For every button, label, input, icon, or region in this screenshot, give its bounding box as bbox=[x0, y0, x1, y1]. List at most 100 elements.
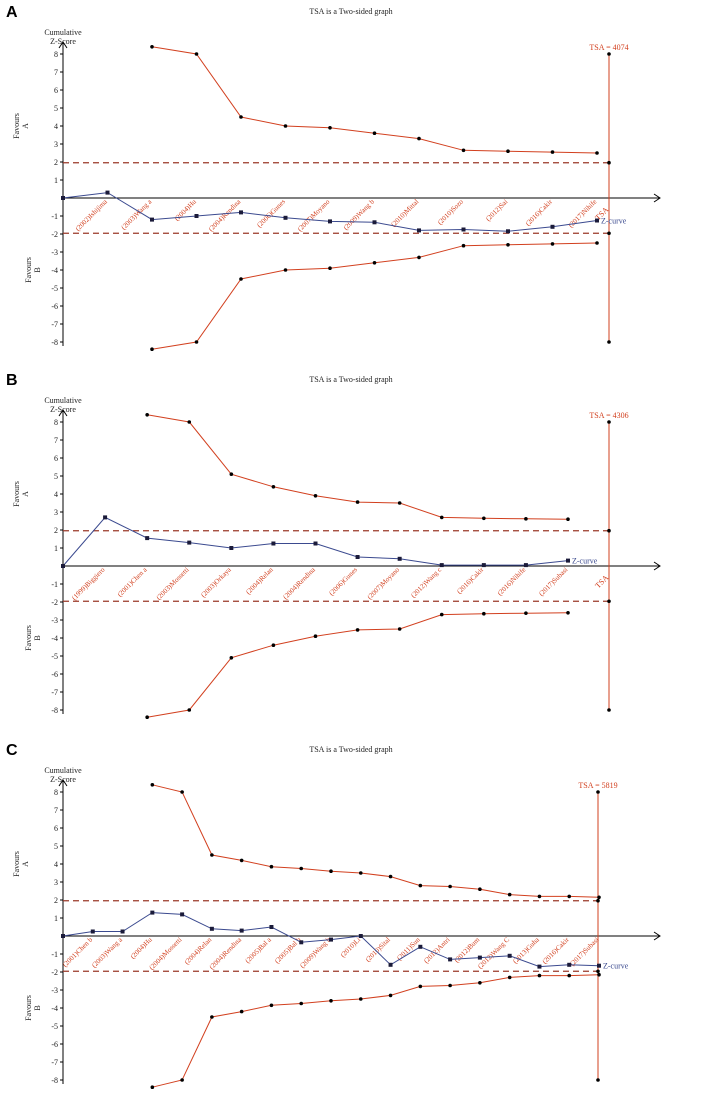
panel-a-y-tick-label: 1 bbox=[54, 176, 58, 185]
panel-c-z-curve-point bbox=[477, 955, 482, 960]
panel-a-y-tick-label: 2 bbox=[54, 158, 58, 167]
panel-b-z-curve-point bbox=[145, 536, 150, 541]
panel-c-z-curve-label: Z-curve bbox=[603, 962, 629, 971]
panel-b-z-curve-point bbox=[103, 515, 108, 520]
panel-a-study-label: (2010)Mittal bbox=[389, 198, 420, 229]
panel-a-favours-a-label-1: Favours bbox=[12, 113, 21, 139]
panel-b-z-curve-point bbox=[187, 540, 192, 545]
panel-a-z-curve-point bbox=[239, 210, 243, 215]
panel-c-lower-monitoring-boundary-line bbox=[152, 974, 600, 1088]
panel-b-y-tick-label: 1 bbox=[54, 544, 58, 553]
panel-b-lower-monitoring-boundary-point bbox=[271, 643, 276, 647]
panel-c-favours-b-label-2: B bbox=[33, 1005, 42, 1010]
panel-b-title: TSA is a Two-sided graph bbox=[309, 375, 392, 384]
panel-b-lower-monitoring-boundary-point bbox=[187, 708, 192, 712]
panel-c-tsa-marker bbox=[596, 1078, 600, 1082]
panel-a-y-tick-label: -7 bbox=[51, 320, 58, 329]
panel-c-tsa-label: TSA = 5819 bbox=[578, 781, 617, 790]
panel-c-upper-monitoring-boundary-point bbox=[150, 783, 155, 787]
panel-b-z-curve-point bbox=[271, 541, 276, 546]
panel-b-upper-monitoring-boundary-point bbox=[439, 515, 444, 520]
panel-a-y-tick-label: 5 bbox=[54, 104, 58, 113]
panel-b-y-tick-label: -6 bbox=[51, 670, 58, 679]
panel-a-upper-monitoring-boundary-point bbox=[328, 126, 332, 130]
panel-b-favours-b-label-1: Favours bbox=[24, 625, 33, 651]
panel-c-tsa-marker bbox=[596, 790, 600, 794]
panel-b-lower-monitoring-boundary-point bbox=[524, 611, 528, 615]
panel-b-z-curve-label: Z-curve bbox=[572, 557, 598, 566]
panel-a-upper-monitoring-boundary-point bbox=[150, 45, 154, 49]
panel-c-z-curve-point bbox=[567, 962, 572, 967]
panel-b-tsa-marker bbox=[607, 420, 611, 424]
panel-c-z-curve-point bbox=[299, 940, 304, 945]
panel-c-upper-monitoring-boundary-point bbox=[180, 790, 184, 794]
panel-b-upper-monitoring-boundary-point bbox=[524, 517, 528, 521]
panel-c-upper-monitoring-boundary-point bbox=[358, 871, 363, 875]
panel-a-z-curve-point bbox=[595, 218, 599, 223]
panel-c-upper-monitoring-boundary-point bbox=[478, 887, 482, 891]
panel-a-lower-monitoring-boundary-point bbox=[239, 277, 243, 281]
panel-a-lower-monitoring-boundary-point bbox=[328, 266, 332, 271]
panel-a-z-curve-point bbox=[61, 196, 65, 200]
panel-a-study-label: (2010)Sozo bbox=[436, 197, 465, 226]
panel-a-z-curve-point bbox=[150, 217, 154, 222]
panel-b-favours-a-label-1: Favours bbox=[12, 481, 21, 507]
panel-c-upper-monitoring-boundary-point bbox=[210, 853, 214, 857]
panel-c-y-tick-label: 2 bbox=[54, 896, 58, 905]
panel-c-study-label: (2005)Bal a bbox=[244, 935, 274, 965]
panel-c-z-curve-point bbox=[448, 957, 453, 962]
panel-b-study-label: (2012)Wang c bbox=[409, 566, 443, 600]
panel-c-y-tick-label: 3 bbox=[54, 878, 58, 887]
panel-b-z-curve-point bbox=[61, 564, 65, 568]
panel-c-z-curve-point bbox=[537, 964, 542, 969]
panel-b-upper-monitoring-boundary-point bbox=[187, 420, 192, 424]
panel-b-y-tick-label: 6 bbox=[54, 454, 58, 463]
panel-c-z-curve-point bbox=[120, 929, 125, 934]
panel-c-z-curve-point bbox=[150, 910, 155, 915]
panel-c-y-tick-label: -7 bbox=[51, 1058, 58, 1067]
panel-c-lower-monitoring-boundary-point bbox=[239, 1009, 244, 1014]
panel-a-upper-monitoring-boundary-point bbox=[550, 150, 555, 154]
panel-b-study-label: (2007)Moyano bbox=[366, 565, 402, 601]
panel-a-upper-monitoring-boundary-point bbox=[283, 124, 288, 128]
panel-b-study-label: (2017)Subasi bbox=[537, 566, 569, 598]
panel-b-tsa-marker bbox=[607, 528, 611, 533]
panel-c-lower-monitoring-boundary-point bbox=[299, 1001, 304, 1006]
panel-b-tsa-marker bbox=[607, 599, 611, 604]
panel-c-lower-monitoring-boundary-point bbox=[269, 1003, 274, 1008]
panel-b-y-tick-label: 2 bbox=[54, 526, 58, 535]
panel-c-upper-monitoring-boundary-point bbox=[299, 866, 304, 871]
tsa-chart-b: TSA is a Two-sided graphCumulativeZ-Scor… bbox=[12, 375, 661, 719]
panel-c-study-label: (2012)Bum bbox=[453, 935, 482, 964]
panel-a-y-tick-label: -4 bbox=[51, 266, 58, 275]
panel-a-favours-b-label-1: Favours bbox=[24, 257, 33, 283]
panel-b-study-label: (2016)Nihife bbox=[496, 566, 527, 597]
panel-a-z-curve-point bbox=[550, 224, 555, 229]
panel-a-z-curve-point bbox=[283, 215, 288, 220]
panel-c-ylabel-line-1: Cumulative bbox=[44, 766, 82, 775]
panel-c-y-axis-arrow bbox=[58, 779, 68, 787]
panel-b-tsa-axis-label: TSA bbox=[593, 573, 610, 590]
panel-c-lower-monitoring-boundary-point bbox=[478, 981, 482, 985]
panel-b-upper-monitoring-boundary-point bbox=[482, 516, 486, 521]
panel-a-upper-monitoring-boundary-point bbox=[417, 136, 421, 141]
panel-a-lower-monitoring-boundary-line bbox=[151, 242, 598, 350]
panel-a-tsa-marker bbox=[607, 160, 611, 165]
panel-c-y-tick-label: 6 bbox=[54, 824, 58, 833]
panel-a-tsa-marker bbox=[607, 340, 611, 344]
panel-c-y-tick-label: 5 bbox=[54, 842, 58, 851]
panel-c-upper-monitoring-boundary-point bbox=[418, 883, 423, 888]
panel-b-tsa-marker bbox=[607, 708, 611, 712]
panel-a-z-curve-point bbox=[194, 214, 199, 218]
panel-c-z-curve-point bbox=[597, 963, 601, 968]
panel-b-lower-monitoring-boundary-point bbox=[482, 611, 486, 616]
panel-c-z-curve-point bbox=[507, 953, 512, 958]
panel-a-study-label: (2002)Ishijima bbox=[74, 197, 110, 233]
panel-c-upper-monitoring-boundary-point bbox=[597, 895, 601, 900]
panel-c-favours-a-label-2: A bbox=[21, 861, 30, 867]
panel-b-z-curve-point bbox=[397, 556, 402, 561]
panel-a-ylabel-line-1: Cumulative bbox=[44, 28, 82, 37]
panel-a-favours-b-label-2: B bbox=[33, 267, 42, 272]
panel-b-study-label: (2003)Orkaya bbox=[199, 565, 233, 599]
panel-c-y-tick-label: -6 bbox=[51, 1040, 58, 1049]
